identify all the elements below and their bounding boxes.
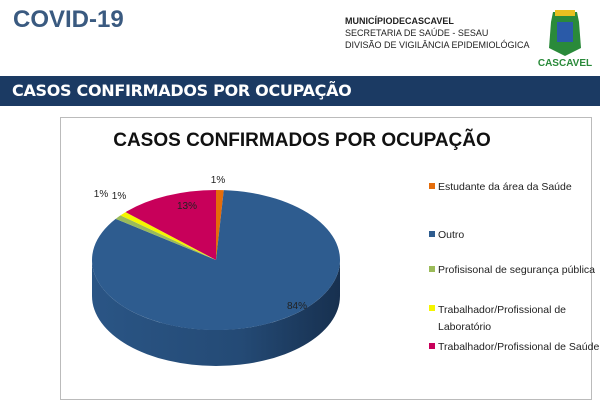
legend-swatch xyxy=(429,266,435,272)
legend-item: Trabalhador/Profissional de Laboratório xyxy=(429,302,566,336)
data-label: 13% xyxy=(177,201,197,212)
legend-item: Estudante da área da Saúde xyxy=(429,180,572,194)
org-division: DIVISÃO DE VIGILÂNCIA EPIDEMIOLÓGICA xyxy=(345,40,530,50)
legend-label: Trabalhador/Profissional de Laboratório xyxy=(438,304,567,333)
cascavel-logo: CASCAVEL xyxy=(535,8,595,68)
organization-info: MUNICÍPIODECASCAVEL SECRETARIA DE SAÚDE … xyxy=(345,15,530,51)
legend-label: Outro xyxy=(438,229,465,241)
pie-slice-3 xyxy=(120,212,216,260)
legend-swatch xyxy=(429,343,435,349)
legend-item: Trabalhador/Profissional de Saúde xyxy=(429,340,599,354)
data-label: 1% xyxy=(112,191,127,202)
chart-title: CASOS CONFIRMADOS POR OCUPAÇÃO xyxy=(113,130,491,151)
pie-slice-0 xyxy=(216,190,224,260)
section-banner: CASOS CONFIRMADOS POR OCUPAÇÃO xyxy=(0,76,600,106)
legend-swatch xyxy=(429,305,435,311)
data-label: 1% xyxy=(94,189,109,200)
legend-item: Profisisonal de segurança pública xyxy=(429,263,595,277)
pie-slice-1 xyxy=(91,190,340,330)
data-label: 1% xyxy=(211,175,226,186)
org-name: MUNICÍPIODECASCAVEL xyxy=(345,16,454,26)
data-label: 84% xyxy=(287,301,307,312)
page-title: COVID-19 xyxy=(13,6,124,33)
legend-swatch xyxy=(429,231,435,237)
legend-swatch xyxy=(429,183,435,189)
org-department: SECRETARIA DE SAÚDE - SESAU xyxy=(345,28,489,38)
pie-side xyxy=(92,260,340,366)
legend-label: Estudante da área da Saúde xyxy=(438,181,572,193)
legend-label: Profisisonal de segurança pública xyxy=(438,264,596,276)
pie-slice-2 xyxy=(115,215,216,260)
pie-slice-4 xyxy=(125,190,216,260)
svg-text:CASCAVEL: CASCAVEL xyxy=(538,58,592,68)
legend-label: Trabalhador/Profissional de Saúde xyxy=(438,341,600,353)
legend-item: Outro xyxy=(429,228,464,242)
